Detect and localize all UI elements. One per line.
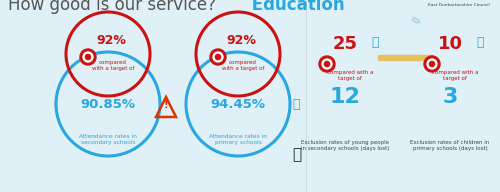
Text: compared with a
target of: compared with a target of (432, 70, 478, 81)
Text: 92%: 92% (226, 33, 256, 46)
Text: 👍: 👍 (371, 36, 379, 49)
Text: compared
with a target of: compared with a target of (92, 60, 134, 71)
Circle shape (80, 49, 96, 65)
Text: 12: 12 (330, 87, 360, 107)
Circle shape (424, 56, 440, 72)
Text: Education: Education (246, 0, 344, 14)
Text: 3: 3 (442, 87, 458, 107)
Text: 90.85%: 90.85% (80, 98, 136, 111)
Text: How good is our service?: How good is our service? (8, 0, 216, 14)
Text: 92%: 92% (96, 33, 126, 46)
Text: 94.45%: 94.45% (210, 98, 266, 111)
Circle shape (83, 52, 93, 62)
Circle shape (213, 52, 223, 62)
Circle shape (216, 55, 220, 60)
Bar (378, 55, 433, 60)
Text: 25: 25 (332, 35, 357, 53)
Text: Attendance rates in
primary schools: Attendance rates in primary schools (209, 134, 267, 145)
Circle shape (430, 61, 434, 67)
Circle shape (322, 59, 332, 69)
Text: Exclusion rates of children in
primary schools (days lost): Exclusion rates of children in primary s… (410, 140, 490, 151)
Text: compared with a
target of: compared with a target of (327, 70, 373, 81)
Text: 👍: 👍 (292, 98, 300, 112)
Text: 👍: 👍 (476, 36, 484, 49)
Text: !: ! (164, 100, 168, 110)
Text: 10: 10 (438, 35, 462, 53)
Text: 📖: 📖 (292, 147, 302, 162)
Text: ✏: ✏ (407, 14, 423, 30)
Circle shape (324, 61, 330, 67)
Circle shape (210, 49, 226, 65)
Text: Attendance rates in
secondary schools: Attendance rates in secondary schools (79, 134, 137, 145)
Text: Exclusion rates of young people
in secondary schools (days lost): Exclusion rates of young people in secon… (301, 140, 389, 151)
Circle shape (86, 55, 90, 60)
Circle shape (319, 56, 335, 72)
Circle shape (427, 59, 437, 69)
Text: East Dunbartonshire Council: East Dunbartonshire Council (428, 3, 490, 7)
Text: compared
with a target of: compared with a target of (222, 60, 264, 71)
